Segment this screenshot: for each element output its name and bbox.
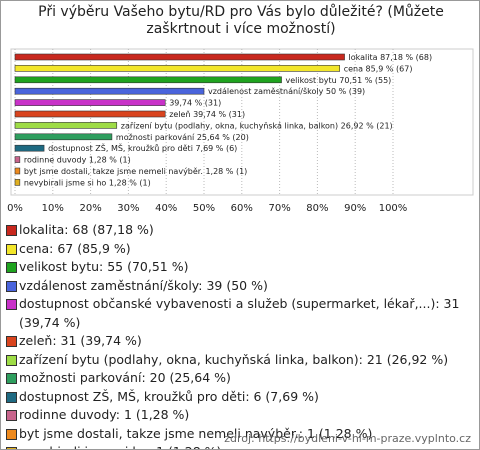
value-label: zařízení bytu (podlahy, okna, kuchyňská … [121, 120, 393, 130]
value-label: možnosti parkování 25,64 % (20) [116, 133, 249, 142]
legend-item: cena: 67 (85,9 %) [5, 240, 475, 259]
chart: 0% 10% 20% 30% 40% 50% 60% 70% 80% 90% 100% lokalit… [7, 48, 474, 214]
x-tick-label: 70% [268, 203, 290, 214]
legend-swatch [6, 243, 17, 255]
bar [14, 179, 21, 186]
legend-label: nevybirali jsme si ho: 1 (1,28 %) [19, 444, 221, 449]
bar [14, 156, 21, 163]
legend-item: zařízení bytu (podlahy, okna, kuchyňská … [5, 351, 475, 370]
x-tick-label: 20% [79, 203, 101, 214]
legend-swatch [6, 336, 17, 347]
x-tick-label: 50% [193, 203, 215, 214]
legend-label: možnosti parkování: 20 (25,64 %) [19, 370, 231, 385]
legend-label: dostupnost ZŠ, MŠ, kroužků pro děti: 6 (… [19, 388, 319, 404]
value-label: 39,74 % (31) [169, 99, 221, 108]
legend-swatch [6, 299, 17, 310]
bar [14, 144, 45, 152]
legend-label: vzdálenost zaměstnání/školy: 39 (50 %) [19, 277, 268, 293]
x-tick-label: 80% [306, 203, 328, 214]
bar [14, 76, 282, 84]
x-tick-label: 40% [155, 203, 177, 214]
legend-item: zeleň: 31 (39,74 %) [5, 332, 475, 351]
legend-swatch [6, 373, 17, 384]
legend-item: dostupnost občanské vybavenosti a služeb… [5, 295, 475, 332]
bar [14, 122, 118, 129]
legend-swatch [6, 410, 17, 421]
legend-item: vzdálenost zaměstnání/školy: 39 (50 %) [5, 277, 475, 296]
bar [14, 87, 205, 95]
legend-label: zařízení bytu (podlahy, okna, kuchyňská … [19, 351, 449, 367]
bar [14, 53, 345, 61]
value-label: lokalita 87,18 % (68) [349, 53, 433, 62]
x-tick-label: 60% [231, 203, 253, 214]
legend-item: velikost bytu: 55 (70,51 %) [5, 258, 475, 277]
legend: lokalita: 68 (87,18 %) cena: 67 (85,9 %) v… [5, 221, 475, 449]
legend-item: možnosti parkování: 20 (25,64 %) [5, 369, 475, 388]
x-tick-label: 100% [379, 203, 408, 214]
legend-label: dostupnost občanské vybavenosti a služeb… [19, 296, 460, 330]
legend-swatch [6, 447, 17, 449]
value-label: nevybirali jsme si ho 1,28 % (1) [24, 178, 151, 187]
legend-label: velikost bytu: 55 (70,51 %) [19, 259, 189, 274]
x-tick-label: 30% [117, 203, 139, 214]
bar [14, 110, 166, 118]
legend-item: nevybirali jsme si ho: 1 (1,28 %) [5, 443, 475, 449]
x-tick-label: 10% [42, 203, 64, 214]
legend-swatch [6, 262, 17, 273]
x-tick-label: 90% [344, 203, 366, 214]
legend-swatch [6, 280, 17, 292]
value-label: rodinne duvody 1,28 % (1) [24, 156, 131, 165]
value-label: byt jsme dostali, takze jsme nemeli navý… [24, 167, 247, 176]
legend-swatch [6, 354, 17, 366]
legend-swatch [6, 391, 17, 403]
legend-label: byt jsme dostali, takze jsme nemeli navý… [19, 425, 373, 441]
value-label: dostupnost ZŠ, MŠ, kroužků pro děti 7,69… [48, 142, 237, 153]
bar [14, 99, 166, 106]
value-label: velikost bytu 70,51 % (55) [286, 76, 392, 85]
x-tick-label: 0% [7, 203, 23, 214]
bar [14, 133, 113, 141]
legend-swatch [6, 428, 17, 440]
value-label: vzdálenost zaměstnání/školy 50 % (39) [208, 86, 365, 96]
source: zdroj: https://bydleni-v-hl-m-praze.vypl… [224, 432, 471, 445]
bar [14, 65, 341, 72]
value-label: cena 85,9 % (67) [344, 64, 413, 73]
legend-item: rodinne duvody: 1 (1,28 %) [5, 406, 475, 425]
chart-title: Při výběru Vašeho bytu/RD pro Vás bylo d… [38, 4, 444, 37]
legend-item: byt jsme dostali, takze jsme nemeli navý… [5, 425, 475, 444]
legend-label: cena: 67 (85,9 %) [19, 240, 131, 256]
value-label: zeleň 39,74 % (31) [169, 109, 245, 119]
bar [14, 167, 21, 175]
legend-item: dostupnost ZŠ, MŠ, kroužků pro děti: 6 (… [5, 388, 475, 407]
legend-label: lokalita: 68 (87,18 %) [19, 222, 154, 237]
legend-item: lokalita: 68 (87,18 %) [5, 221, 475, 240]
legend-label: zeleň: 31 (39,74 %) [19, 333, 142, 348]
legend-label: rodinne duvody: 1 (1,28 %) [19, 407, 190, 422]
legend-swatch [6, 225, 17, 236]
